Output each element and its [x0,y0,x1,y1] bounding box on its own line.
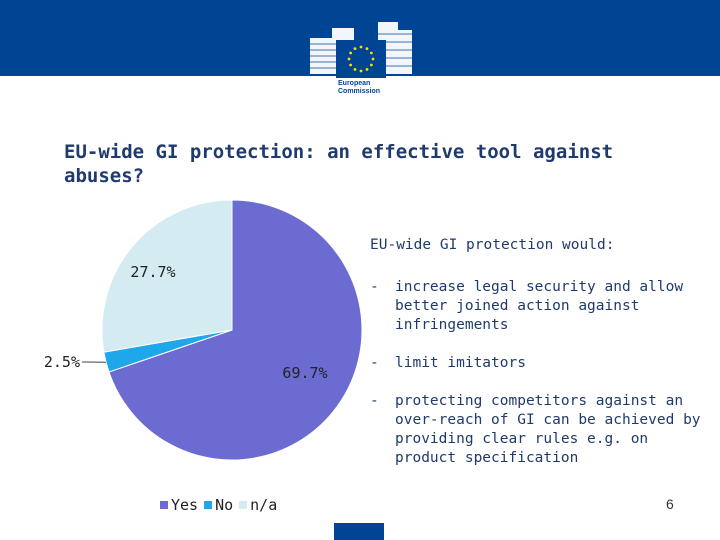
legend-label: Yes [171,496,199,514]
bullet-item: - limit imitators [370,354,710,373]
bullet-text: increase legal security and allow better… [395,279,684,333]
bullet-dash: - [370,393,379,409]
chart-legend: Yes No n/a [160,496,283,514]
bullet-dash: - [370,355,379,371]
legend-swatch [160,501,168,509]
pie-slice-yes [108,199,363,461]
flag-star-icon [369,63,373,67]
logo-text: European Commission [338,80,380,96]
data-label: 2.5% [44,353,80,371]
bullet-item: - increase legal security and allow bette… [370,278,710,335]
bullet-item: - protecting competitors against an over-… [370,392,710,468]
legend-item: n/a [239,496,277,514]
flag-star-icon [369,51,373,55]
data-label: 69.7% [282,364,327,382]
legend-item: Yes [160,496,198,514]
data-label: 27.7% [130,263,175,281]
logo-line-2: Commission [338,88,381,95]
logo-line-1: European [338,80,371,87]
legend-swatch [204,501,213,509]
legend-swatch [239,501,248,509]
flag-star-icon [359,45,363,49]
flag-star-icon [347,57,351,61]
bullet-list: - increase legal security and allow bette… [370,278,710,487]
flag-star-icon [371,57,375,61]
page-number: 6 [666,496,674,512]
flag-star-icon [353,67,357,71]
pie-slice-n-a [101,199,233,353]
legend-label: n/a [250,496,278,514]
flag-star-icon [349,63,353,67]
side-panel-heading: EU-wide GI protection would: [370,237,615,253]
flag-star-icon [365,67,369,71]
page-title: EU-wide GI protection: an effective tool… [64,141,614,187]
footer-bar [334,523,384,540]
bullet-dash: - [370,279,379,295]
pie-chart: 69.7% 2.5% 27.7% [44,199,363,461]
european-commission-logo: European Commission [306,14,416,102]
legend-label: No [215,496,234,514]
bullet-text: protecting competitors against an over-r… [395,393,701,466]
legend-item: No [204,496,233,514]
flag-star-icon [365,47,369,51]
bullet-text: limit imitators [395,355,526,371]
berlaymont-building-icon [310,22,412,78]
flag-star-icon [353,47,357,51]
flag-star-icon [359,69,363,73]
flag-star-icon [349,51,353,55]
